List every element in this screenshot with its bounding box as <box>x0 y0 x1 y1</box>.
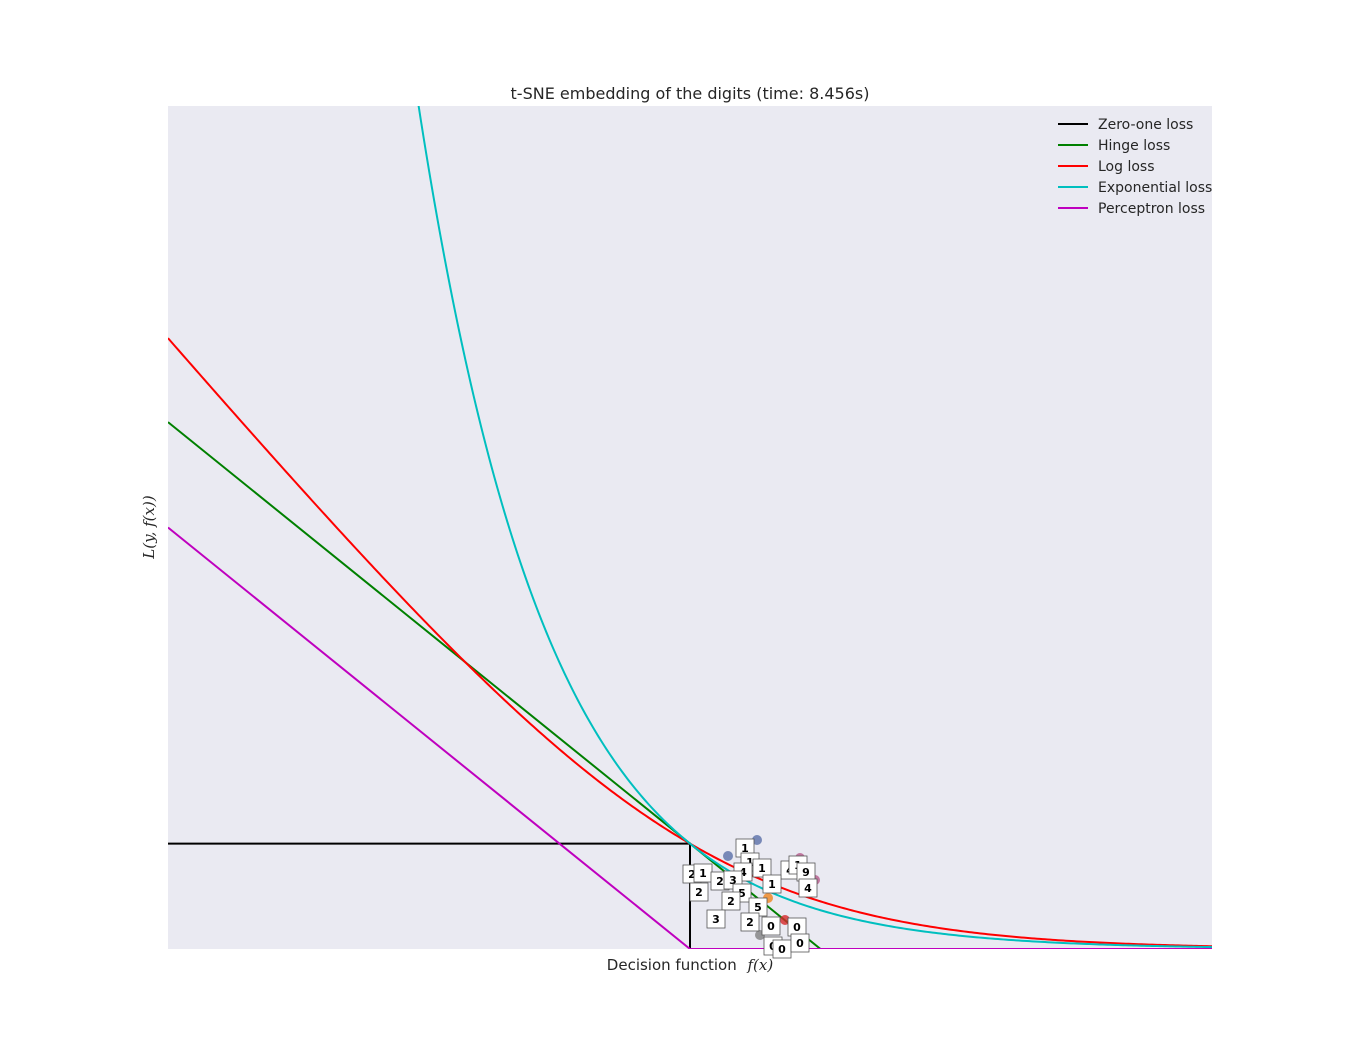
digit-thumbnail: 4 <box>798 878 818 898</box>
x-axis-label-math: f(x) <box>746 956 773 974</box>
embedding-point <box>752 835 762 845</box>
digit-thumbnail: 1 <box>762 874 782 894</box>
svg-text:0: 0 <box>796 937 804 950</box>
digit-thumbnail: 0 <box>787 917 807 937</box>
svg-text:1: 1 <box>741 842 749 855</box>
embedding-point <box>723 851 733 861</box>
svg-text:2: 2 <box>688 868 696 881</box>
digit-thumbnail: 0 <box>772 939 792 959</box>
svg-text:5: 5 <box>738 887 746 900</box>
svg-text:5: 5 <box>754 901 762 914</box>
svg-text:2: 2 <box>727 895 735 908</box>
legend: Zero-one loss Hinge loss Log loss Exponenti… <box>1058 117 1212 217</box>
svg-text:0: 0 <box>793 921 801 934</box>
svg-text:3: 3 <box>712 913 720 926</box>
svg-text:2: 2 <box>746 916 754 929</box>
embedding-point <box>780 915 790 925</box>
series-line-hinge-loss <box>168 421 1212 949</box>
svg-text:1: 1 <box>746 856 754 869</box>
legend-label-log-loss: Log loss <box>1098 159 1155 175</box>
digit-thumbnail: 5 <box>748 897 768 917</box>
digit-thumbnail: 0 <box>790 933 810 953</box>
svg-text:1: 1 <box>768 878 776 891</box>
y-axis-label: L(y, f(x)) <box>140 495 158 560</box>
digit-thumbnail: 1 <box>693 863 713 883</box>
x-axis-label-text: Decision function <box>607 956 737 974</box>
legend-label-hinge-loss: Hinge loss <box>1098 138 1170 154</box>
svg-text:3: 3 <box>729 874 737 887</box>
digit-thumbnail: 1 <box>752 858 772 878</box>
series-line-perceptron-loss <box>168 526 1212 949</box>
chart-title: t-SNE embedding of the digits (time: 8.4… <box>511 84 870 103</box>
legend-label-exponential-loss: Exponential loss <box>1098 180 1212 196</box>
legend-label-zero-one-loss: Zero-one loss <box>1098 117 1193 133</box>
svg-text:0: 0 <box>767 920 775 933</box>
digit-thumbnail: 2 <box>721 891 741 911</box>
svg-text:2: 2 <box>695 886 703 899</box>
legend-label-perceptron-loss: Perceptron loss <box>1098 201 1205 217</box>
svg-text:1: 1 <box>699 867 707 880</box>
digit-thumbnail: 2 <box>740 912 760 932</box>
svg-text:0: 0 <box>778 943 786 956</box>
digit-thumbnail-cluster: 112141419223145523200000 <box>682 835 820 959</box>
plot-area <box>168 106 1212 949</box>
svg-text:1: 1 <box>758 862 766 875</box>
digit-thumbnail: 2 <box>689 882 709 902</box>
x-axis-label: Decision function f(x) <box>607 956 774 974</box>
digit-thumbnail: 9 <box>796 862 816 882</box>
digit-thumbnail: 0 <box>761 916 781 936</box>
svg-text:2: 2 <box>716 875 724 888</box>
series-line-exponential-loss <box>417 106 1212 949</box>
digit-thumbnail: 3 <box>706 909 726 929</box>
svg-text:9: 9 <box>802 866 810 879</box>
svg-text:4: 4 <box>804 882 812 895</box>
svg-text:4: 4 <box>739 866 747 879</box>
